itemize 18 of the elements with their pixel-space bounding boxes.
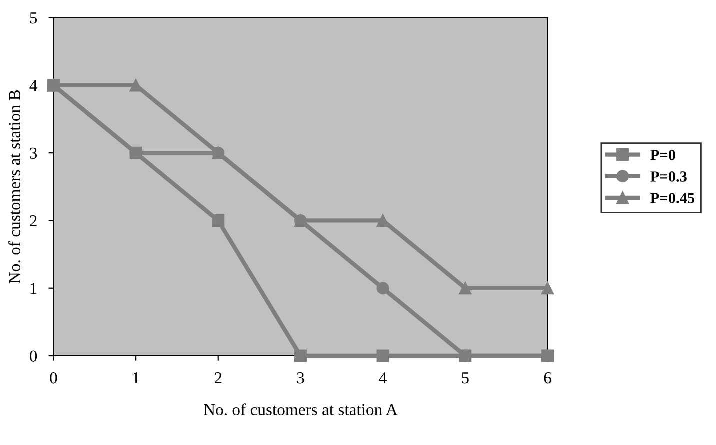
x-axis-title: No. of customers at station A	[204, 404, 398, 416]
x-tick-label: 5	[462, 372, 469, 384]
y-tick-label: 5	[30, 12, 38, 24]
y-tick-label: 3	[30, 148, 38, 160]
y-tick-label: 1	[30, 283, 37, 294]
y-tick-label: 0	[30, 350, 38, 362]
x-tick-label: 2	[214, 372, 222, 384]
y-tick-label: 4	[30, 80, 38, 92]
y-axis-title: No. of customers at station B	[8, 90, 21, 284]
x-tick-label: 0	[50, 372, 58, 384]
x-tick-label: 3	[297, 372, 304, 384]
legend-label: P=0.45	[650, 193, 695, 204]
x-tick-label: 4	[379, 372, 387, 384]
x-tick-label: 6	[544, 372, 552, 384]
legend-label: P=0	[650, 150, 676, 160]
y-tick-label: 2	[30, 215, 37, 227]
x-tick-label: 1	[133, 372, 140, 384]
legend-label: P=0.3	[650, 172, 687, 182]
